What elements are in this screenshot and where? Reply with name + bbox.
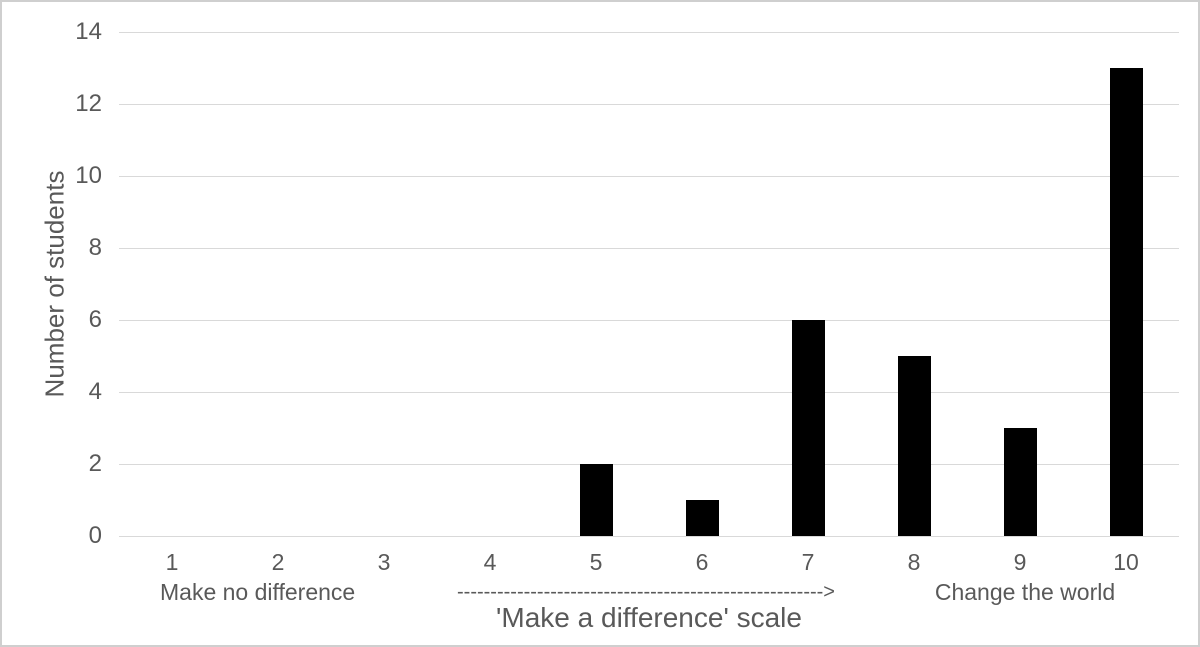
gridline-14 — [119, 32, 1179, 33]
gridline-6 — [119, 320, 1179, 321]
gridline-12 — [119, 104, 1179, 105]
gridline-4 — [119, 392, 1179, 393]
dashed-right-arrow: ----------------------------------------… — [457, 581, 835, 603]
gridline-0 — [119, 536, 1179, 537]
x-tick-label-1: 1 — [165, 549, 179, 575]
x-tick-label-2: 2 — [271, 549, 285, 575]
y-tick-label-2: 2 — [88, 450, 102, 477]
x-tick-label-6: 6 — [695, 549, 709, 575]
y-tick-label-12: 12 — [75, 90, 102, 117]
x-tick-label-4: 4 — [483, 549, 497, 575]
gridline-8 — [119, 248, 1179, 249]
x-axis-title: 'Make a difference' scale — [496, 602, 802, 633]
y-tick-label-8: 8 — [88, 234, 102, 261]
x-tick-label-8: 8 — [907, 549, 921, 575]
x-tick-label-7: 7 — [801, 549, 815, 575]
y-tick-label-4: 4 — [88, 378, 102, 405]
y-tick-label-10: 10 — [75, 162, 102, 189]
gridline-10 — [119, 176, 1179, 177]
bar-category-6 — [686, 500, 719, 536]
annotation-make-no-difference: Make no difference — [160, 579, 356, 605]
x-tick-label-10: 10 — [1113, 549, 1139, 575]
bar-category-9 — [1004, 428, 1037, 536]
bar-category-7 — [792, 320, 825, 536]
y-tick-label-14: 14 — [75, 18, 102, 45]
y-axis-title: Number of students — [39, 170, 70, 398]
y-tick-label-6: 6 — [88, 306, 102, 333]
annotation-change-the-world: Change the world — [934, 579, 1116, 605]
x-tick-label-9: 9 — [1013, 549, 1027, 575]
bar-category-8 — [898, 356, 931, 536]
bar-category-10 — [1110, 68, 1143, 536]
x-tick-label-3: 3 — [377, 549, 391, 575]
y-tick-label-0: 0 — [88, 522, 102, 549]
x-tick-label-5: 5 — [589, 549, 603, 575]
gridline-2 — [119, 464, 1179, 465]
bar-category-5 — [580, 464, 613, 536]
